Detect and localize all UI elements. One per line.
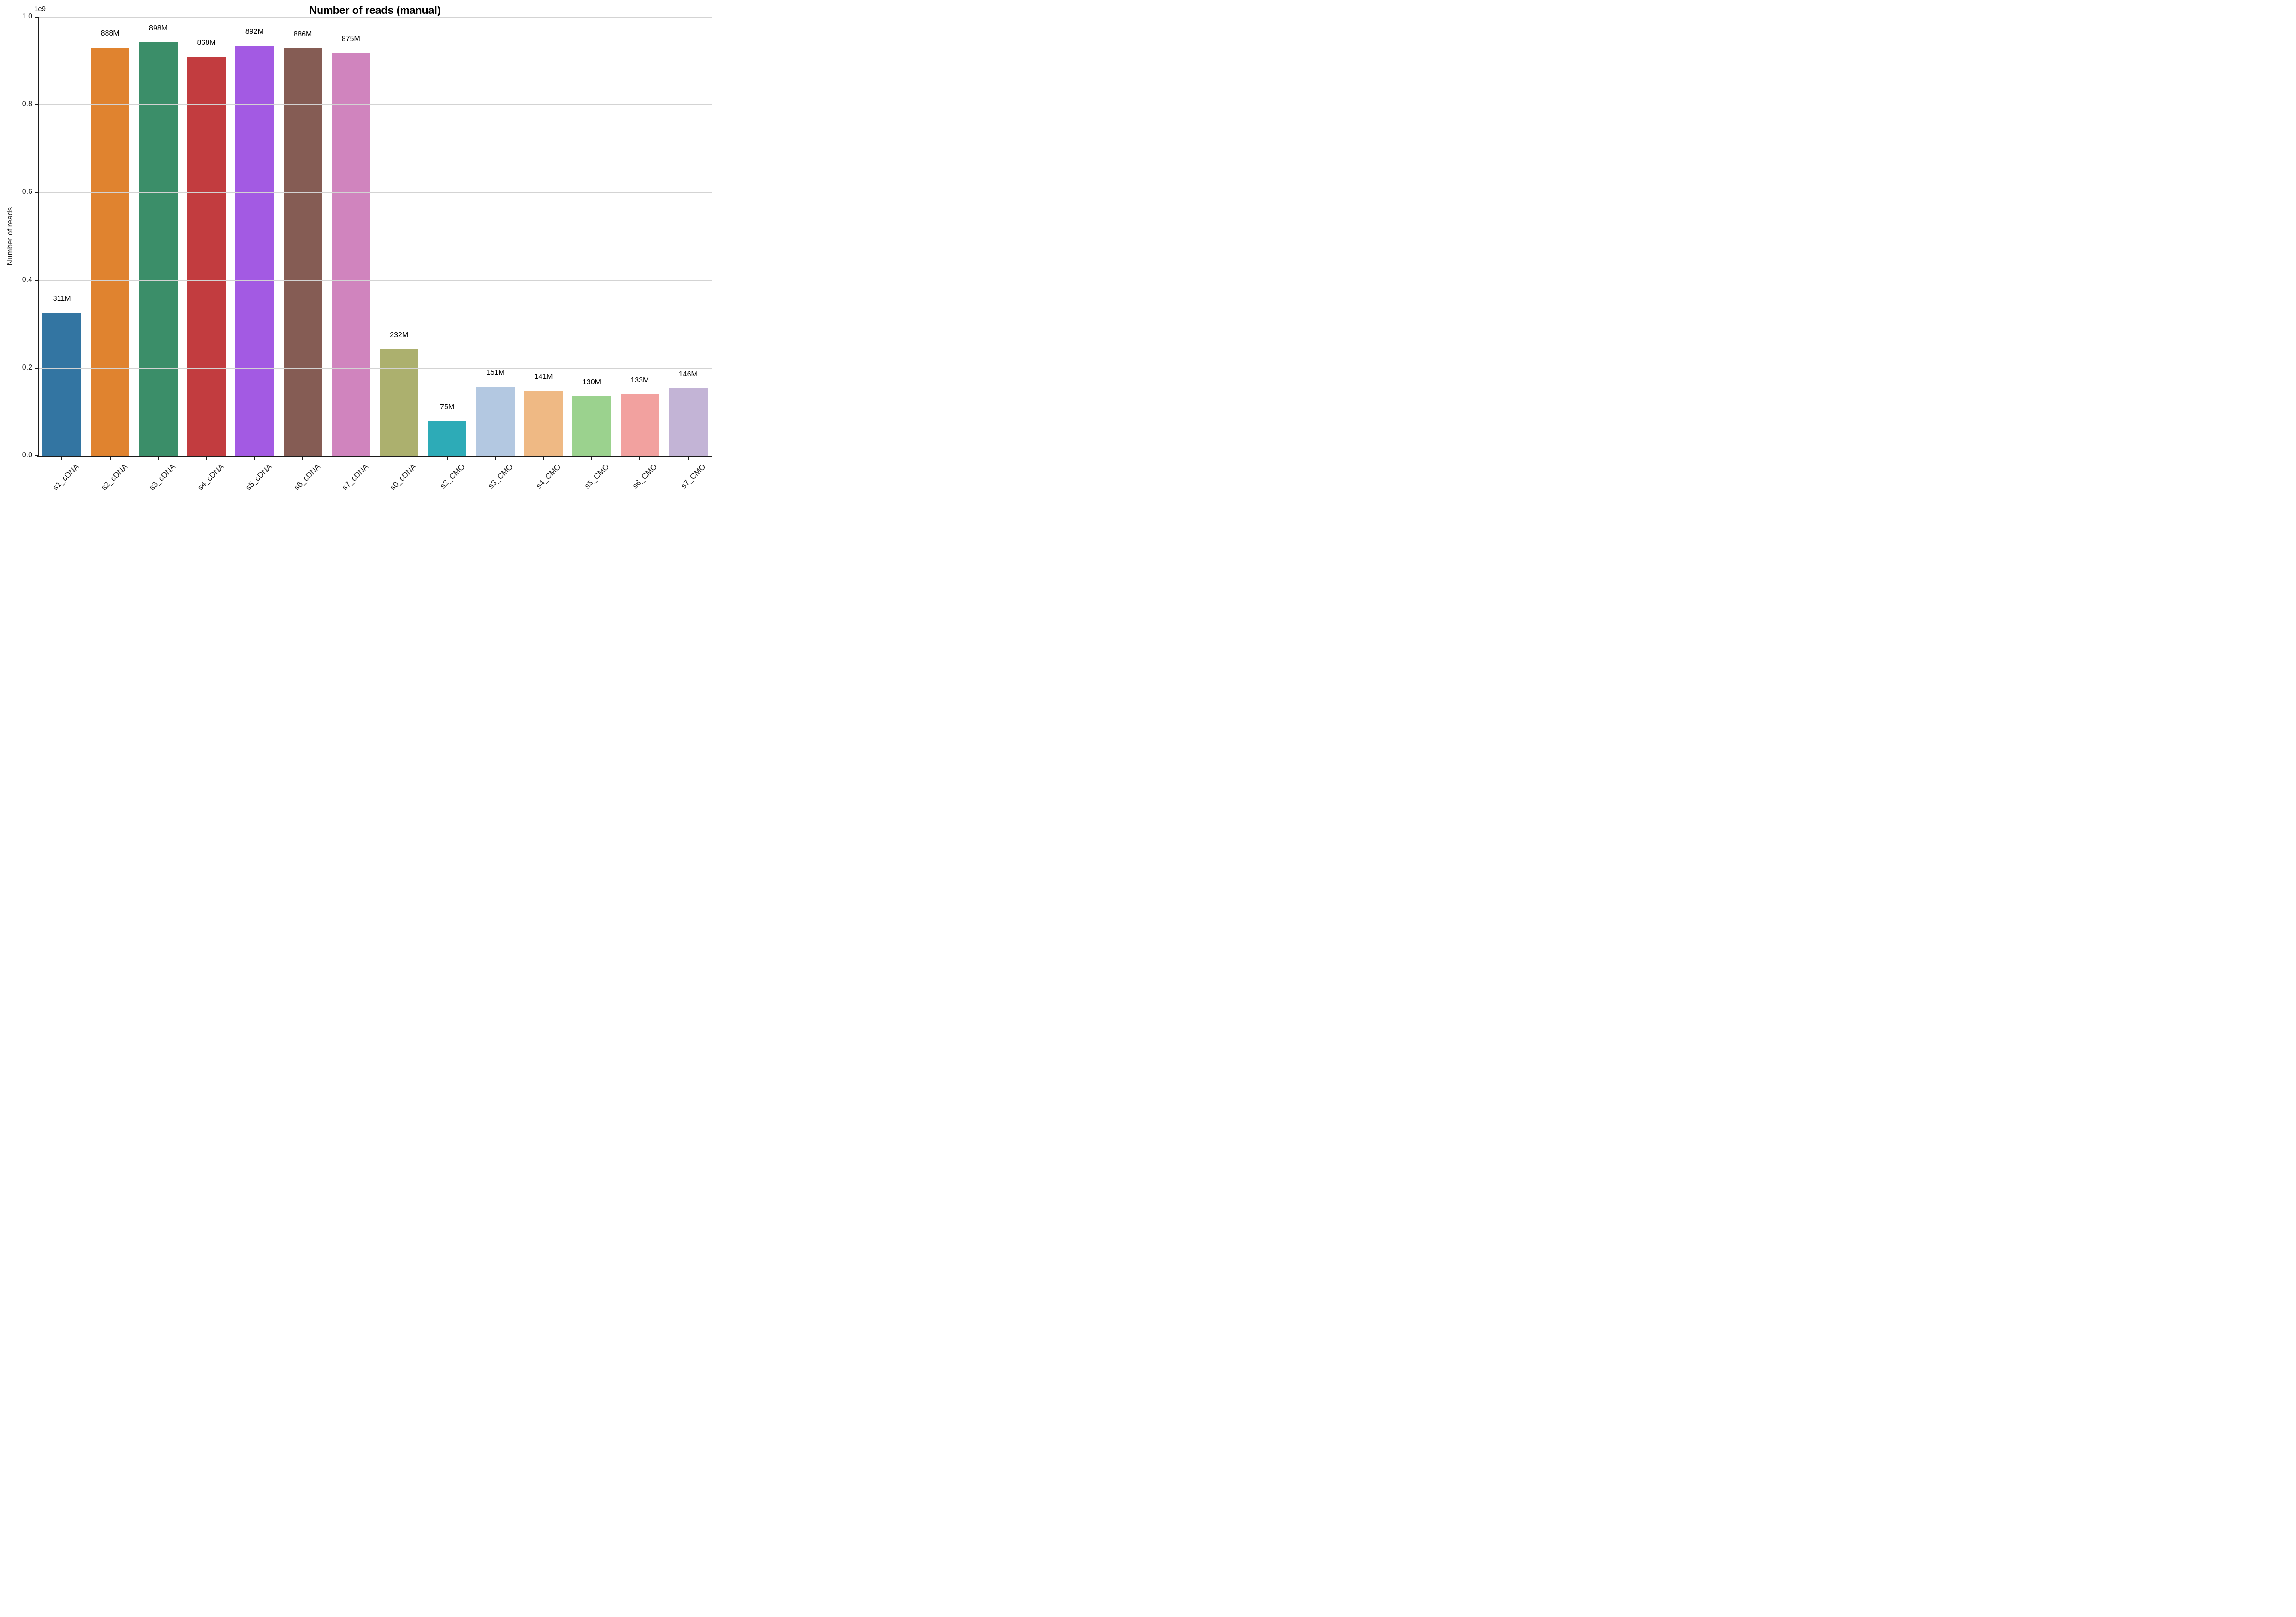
- bar-value-label-s3_CMO: 151M: [486, 368, 505, 376]
- bar-value-label-s7_cDNA: 875M: [341, 35, 360, 43]
- y-tick-label-0.6: 0.6: [22, 188, 32, 196]
- x-tick-s6_CMO: [639, 457, 641, 460]
- bar-s5_CMO: [572, 396, 611, 456]
- bar-s6_cDNA: [283, 48, 322, 456]
- bar-value-label-s0_cDNA: 232M: [390, 331, 409, 339]
- y-tick-1.0: [35, 17, 38, 18]
- x-tick-s3_cDNA: [158, 457, 159, 460]
- x-tick-label-s3_cDNA: s3_cDNA: [148, 462, 178, 492]
- bar-value-label-s6_cDNA: 886M: [293, 30, 312, 38]
- y-tick-label-0.2: 0.2: [22, 363, 32, 371]
- x-tick-label-s6_cDNA: s6_cDNA: [292, 462, 322, 492]
- chart-title: Number of reads (manual): [309, 4, 441, 16]
- bar-value-label-s2_CMO: 75M: [440, 403, 455, 411]
- x-tick-label-s5_cDNA: s5_cDNA: [244, 462, 274, 492]
- y-tick-label-0.0: 0.0: [22, 451, 32, 459]
- bar-s6_CMO: [620, 394, 660, 456]
- y-tick-label-0.8: 0.8: [22, 100, 32, 108]
- bar-s2_CMO: [428, 421, 467, 456]
- bar-value-label-s5_CMO: 130M: [582, 378, 601, 386]
- gridline-0.6: [38, 192, 712, 193]
- y-tick-0.8: [35, 104, 38, 106]
- bar-value-label-s3_cDNA: 898M: [149, 24, 168, 33]
- bar-value-label-s1_cDNA: 311M: [53, 294, 71, 303]
- x-tick-label-s2_cDNA: s2_cDNA: [99, 462, 130, 492]
- x-tick-label-s1_cDNA: s1_cDNA: [51, 462, 81, 492]
- x-tick-label-s2_CMO: s2_CMO: [438, 462, 467, 490]
- bar-s0_cDNA: [380, 349, 418, 456]
- x-tick-s5_cDNA: [254, 457, 255, 460]
- bar-s2_cDNA: [90, 47, 130, 456]
- y-tick-label-1.0: 1.0: [22, 12, 32, 20]
- x-tick-s4_cDNA: [206, 457, 207, 460]
- y-tick-0.0: [35, 455, 38, 456]
- x-tick-s4_CMO: [543, 457, 544, 460]
- gridline-1.0: [38, 17, 712, 18]
- bar-value-label-s5_cDNA: 892M: [245, 27, 264, 36]
- bottom-spine: [37, 456, 712, 457]
- bar-s4_CMO: [524, 391, 563, 456]
- bar-s1_cDNA: [42, 312, 81, 456]
- gridline-0.4: [38, 280, 712, 281]
- gridline-0.8: [38, 104, 712, 106]
- x-tick-label-s7_CMO: s7_CMO: [679, 462, 708, 490]
- bar-s3_CMO: [476, 386, 515, 456]
- x-tick-label-s5_CMO: s5_CMO: [583, 462, 611, 490]
- x-tick-label-s6_CMO: s6_CMO: [631, 462, 659, 490]
- bar-value-label-s4_CMO: 141M: [534, 373, 553, 381]
- gridline-0.2: [38, 367, 712, 369]
- x-tick-s1_cDNA: [61, 457, 63, 460]
- bar-value-label-s6_CMO: 133M: [631, 376, 649, 384]
- bar-value-label-s7_CMO: 146M: [678, 370, 697, 379]
- bar-s7_CMO: [669, 388, 708, 456]
- y-axis-label: Number of reads: [6, 207, 14, 266]
- x-tick-label-s4_cDNA: s4_cDNA: [196, 462, 226, 492]
- bar-value-label-s4_cDNA: 868M: [197, 38, 216, 47]
- x-tick-s3_CMO: [495, 457, 496, 460]
- bar-s7_cDNA: [332, 53, 370, 456]
- x-tick-s5_CMO: [591, 457, 592, 460]
- x-tick-label-s7_cDNA: s7_cDNA: [340, 462, 370, 492]
- x-tick-s2_CMO: [446, 457, 448, 460]
- x-tick-label-s4_CMO: s4_CMO: [535, 462, 563, 490]
- x-tick-s7_CMO: [687, 457, 689, 460]
- x-tick-s6_cDNA: [302, 457, 303, 460]
- y-tick-0.4: [35, 280, 38, 281]
- bar-chart-figure: Number of reads (manual) 1e9 Number of r…: [0, 0, 718, 505]
- y-tick-0.2: [35, 367, 38, 369]
- x-tick-label-s0_cDNA: s0_cDNA: [388, 462, 418, 492]
- y-tick-label-0.4: 0.4: [22, 275, 32, 284]
- bar-value-label-s2_cDNA: 888M: [101, 29, 119, 37]
- left-spine: [38, 17, 39, 456]
- bar-s5_cDNA: [235, 45, 274, 456]
- y-axis-offset-text: 1e9: [34, 5, 46, 13]
- x-tick-s2_cDNA: [109, 457, 111, 460]
- x-tick-label-s3_CMO: s3_CMO: [486, 462, 515, 490]
- bar-s3_cDNA: [139, 42, 178, 456]
- bar-s4_cDNA: [187, 56, 226, 456]
- y-tick-0.6: [35, 192, 38, 193]
